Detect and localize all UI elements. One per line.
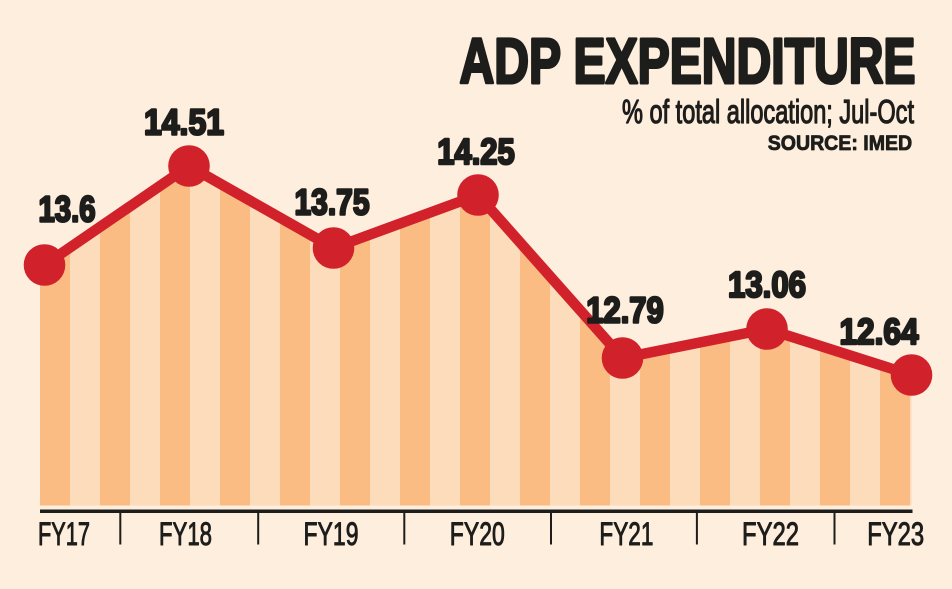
svg-text:12.64: 12.64 xyxy=(840,311,920,352)
svg-text:ADP EXPENDITURE: ADP EXPENDITURE xyxy=(460,25,916,97)
svg-text:FY21: FY21 xyxy=(599,516,653,552)
svg-text:FY17: FY17 xyxy=(38,516,90,552)
svg-text:% of total allocation; Jul-Oct: % of total allocation; Jul-Oct xyxy=(622,93,914,130)
svg-text:FY19: FY19 xyxy=(304,516,359,552)
svg-text:14.51: 14.51 xyxy=(144,102,224,143)
svg-text:13.75: 13.75 xyxy=(295,182,370,223)
svg-text:SOURCE: IMED: SOURCE: IMED xyxy=(768,131,913,155)
svg-text:13.06: 13.06 xyxy=(728,264,806,305)
svg-text:FY18: FY18 xyxy=(159,516,212,552)
svg-text:FY22: FY22 xyxy=(742,516,799,552)
svg-text:FY23: FY23 xyxy=(867,516,924,552)
svg-text:12.79: 12.79 xyxy=(586,290,664,331)
svg-text:14.25: 14.25 xyxy=(437,131,515,172)
svg-text:13.6: 13.6 xyxy=(39,189,96,230)
svg-text:FY20: FY20 xyxy=(450,516,505,552)
